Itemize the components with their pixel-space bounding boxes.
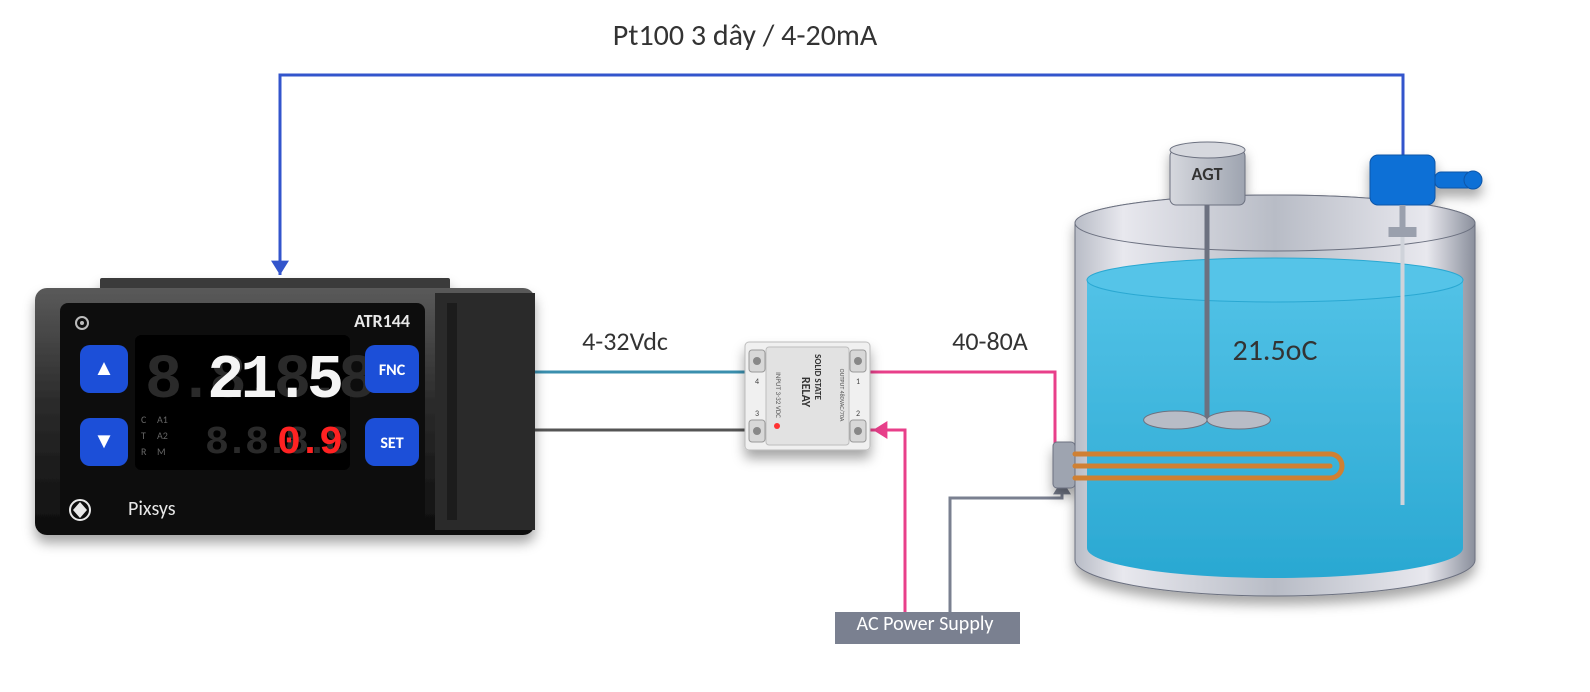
relay-terminal-num: 4 bbox=[755, 377, 759, 387]
display-side-label: C bbox=[141, 413, 147, 426]
relay-terminal-num: 3 bbox=[755, 409, 759, 419]
display-side-label: A1 bbox=[157, 413, 168, 426]
label-relay-sub: RELAY bbox=[798, 377, 812, 408]
label-sensor-line: Pt100 3 dây / 4-20mA bbox=[613, 17, 878, 54]
display-side-label: A2 bbox=[157, 429, 168, 442]
display-pv: 21.5 bbox=[207, 345, 341, 416]
relay-terminal-num: 1 bbox=[856, 377, 860, 387]
display-side-label: M bbox=[157, 445, 166, 458]
arrow-head bbox=[271, 261, 289, 275]
relay-terminal-num: 2 bbox=[856, 409, 860, 419]
label-relay-title: SOLID STATE bbox=[812, 354, 823, 400]
wire bbox=[868, 430, 905, 612]
relay-led-icon bbox=[774, 423, 780, 429]
fnc-button-label: FNC bbox=[379, 361, 406, 380]
label-agt: AGT bbox=[1192, 163, 1223, 185]
label-ctrl-to-relay: 4-32Vdc bbox=[582, 325, 668, 357]
label-relay-out: OUTPUT 480VAC/70A bbox=[838, 369, 846, 422]
label-relay-in: INPUT 3-32 VDC bbox=[774, 372, 783, 418]
display-side-label: T bbox=[141, 429, 146, 442]
up-button-label: ▲ bbox=[93, 354, 115, 381]
label-atr144: ATR144 bbox=[354, 310, 410, 332]
label-relay-to-tank: 40-80A bbox=[952, 325, 1028, 357]
heater-flange bbox=[1053, 442, 1075, 488]
down-button-label: ▼ bbox=[93, 427, 115, 454]
display-side-label: R bbox=[141, 445, 147, 458]
temperature-sensor-head bbox=[1370, 155, 1435, 205]
label-tank-temp: 21.5oC bbox=[1232, 332, 1317, 369]
label-ac-supply: AC Power Supply bbox=[857, 612, 994, 636]
tank bbox=[1053, 142, 1482, 596]
wire bbox=[950, 475, 1062, 612]
wire bbox=[865, 372, 1075, 450]
arrow-head bbox=[873, 421, 887, 439]
set-button-label: SET bbox=[380, 434, 403, 453]
display-sv: 0.9 bbox=[277, 421, 341, 466]
controller: 8.8.8.88.8.8.821.50.9CA1TA2RM▲▼FNCSET bbox=[35, 278, 535, 535]
label-pixsys: Pixsys bbox=[128, 497, 176, 521]
tank-water bbox=[1087, 258, 1463, 578]
